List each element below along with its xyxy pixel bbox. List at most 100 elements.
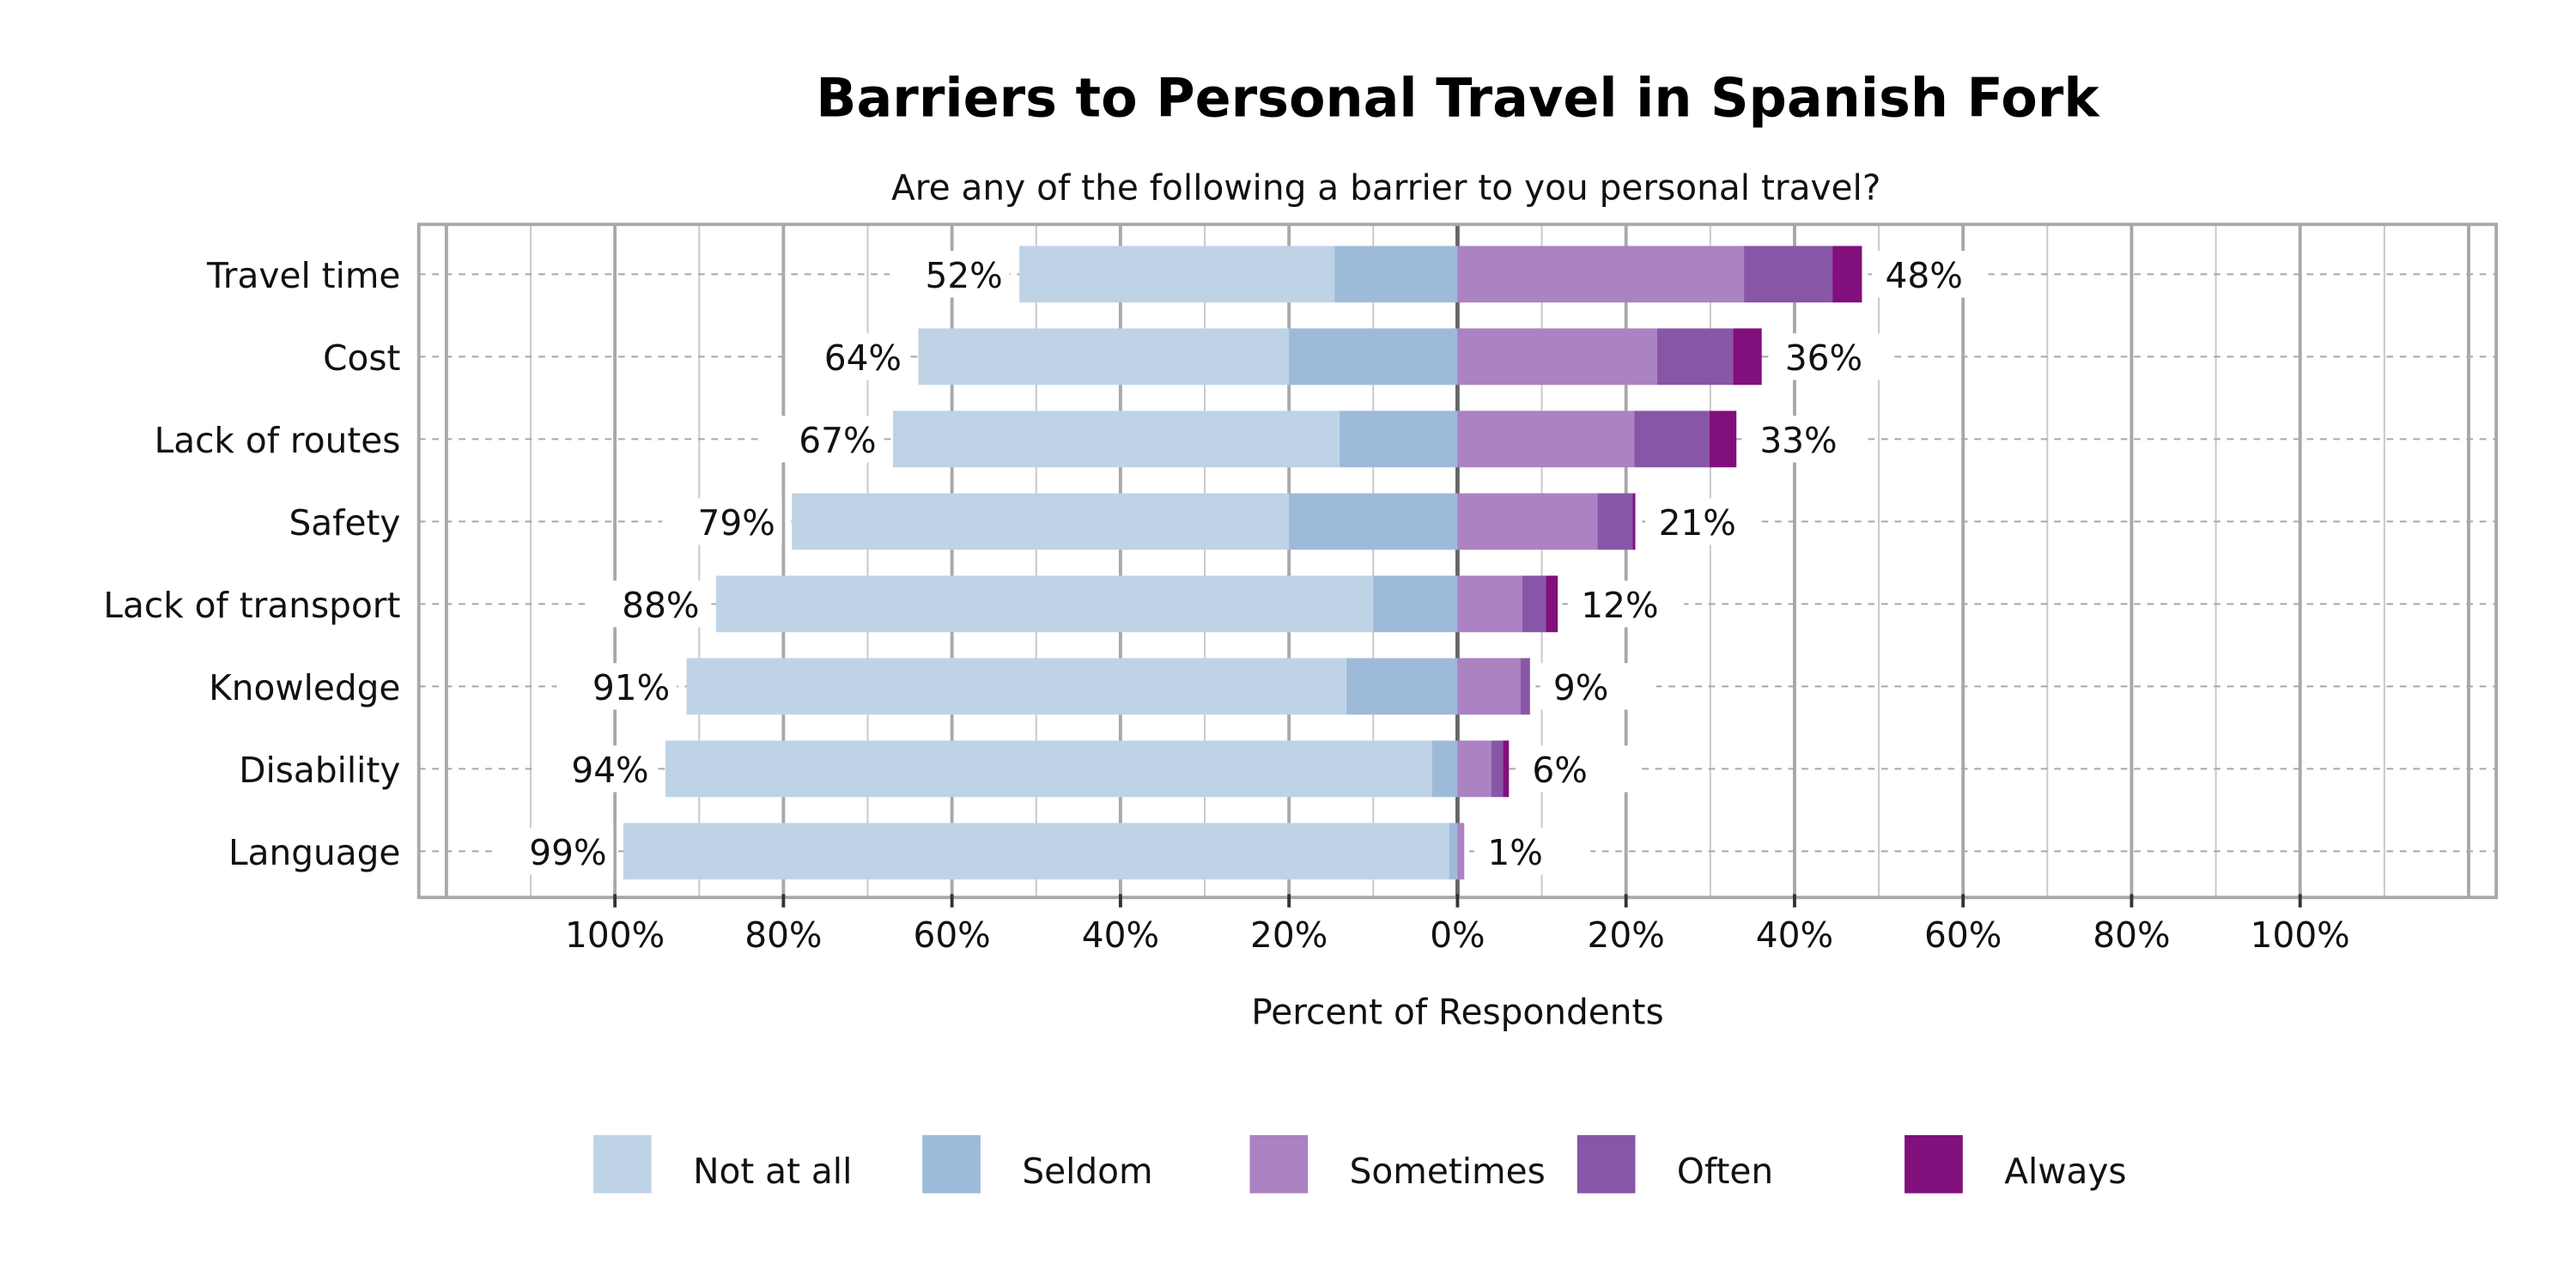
category-row: Language 99% 1% <box>228 823 2497 880</box>
bar-segment-often <box>1521 658 1530 715</box>
label-background <box>1771 333 1888 380</box>
x-tick-label: 100% <box>565 914 665 956</box>
left-total-label: 67% <box>799 420 876 461</box>
bar-segment-not-at-all <box>686 658 1346 715</box>
legend-label: Seldom <box>1022 1151 1152 1192</box>
bar-segment-always <box>1546 575 1558 633</box>
category-row: Travel time 52% 48% <box>206 246 2497 303</box>
label-background <box>556 663 677 710</box>
left-total-label: 64% <box>824 337 902 379</box>
legend-item: Not at all <box>592 1134 852 1194</box>
x-tick-label: 40% <box>1082 914 1159 956</box>
category-label: Knowledge <box>209 667 400 708</box>
bar-segment-seldom <box>1289 493 1458 550</box>
legend-label: Often <box>1677 1151 1773 1192</box>
bar-segment-often <box>1744 246 1833 303</box>
legend-swatch <box>922 1134 981 1194</box>
bar-segment-often <box>1522 575 1546 633</box>
label-background <box>493 828 614 875</box>
category-rows: Travel time 52% 48% Cost 64% 36% Lack of route… <box>103 246 2497 880</box>
right-total-label: 6% <box>1532 750 1587 791</box>
bar-segment-seldom <box>1346 658 1458 715</box>
bar-segment-not-at-all <box>665 740 1432 798</box>
category-label: Disability <box>239 750 400 791</box>
bar-segment-sometimes <box>1457 328 1657 386</box>
label-background <box>1872 251 1989 298</box>
bar-segment-sometimes <box>1457 740 1492 798</box>
legend-label: Sometimes <box>1350 1151 1546 1192</box>
bar-segment-sometimes <box>1457 823 1465 880</box>
legend-label: Not at all <box>693 1151 852 1192</box>
bar-segment-sometimes <box>1457 410 1635 468</box>
legend-swatch <box>1577 1134 1636 1194</box>
legend-label: Always <box>2004 1151 2126 1192</box>
right-total-label: 21% <box>1659 502 1736 544</box>
x-tick-label: 60% <box>913 914 990 956</box>
x-tick-label: 80% <box>2093 914 2170 956</box>
label-background <box>890 251 1010 298</box>
right-total-label: 9% <box>1553 667 1608 708</box>
x-tick-label: 20% <box>1588 914 1665 956</box>
label-background <box>1746 416 1863 463</box>
bar-segment-always <box>1832 246 1862 303</box>
category-row: Lack of routes 67% 33% <box>155 410 2497 468</box>
x-tick-label: 20% <box>1250 914 1327 956</box>
bar-segment-sometimes <box>1457 493 1598 550</box>
bar-segment-seldom <box>1373 575 1458 633</box>
x-axis-ticks: 100% 80% 60% 40% 20% 0% 20% 40% 60% 80% 100% <box>565 894 2350 956</box>
label-background <box>662 498 782 545</box>
category-label: Lack of routes <box>155 420 401 461</box>
legend-swatch <box>592 1134 652 1194</box>
label-background <box>1473 828 1591 875</box>
bar-segment-often <box>1634 410 1710 468</box>
right-total-label: 36% <box>1785 337 1862 379</box>
bar-segment-not-at-all <box>623 823 1449 880</box>
legend-item: Often <box>1577 1134 1773 1194</box>
bar-segment-seldom <box>1449 823 1458 880</box>
label-background <box>1567 580 1685 628</box>
right-total-label: 1% <box>1487 832 1542 873</box>
x-tick-label: 100% <box>2251 914 2350 956</box>
left-total-label: 79% <box>698 502 775 544</box>
bar-segment-often <box>1656 328 1734 386</box>
bar-segment-seldom <box>1431 740 1458 798</box>
legend-item: Sometimes <box>1249 1134 1546 1194</box>
legend-item: Always <box>1905 1134 2127 1194</box>
right-total-label: 48% <box>1886 255 1963 296</box>
category-label: Cost <box>323 337 400 379</box>
category-row: Knowledge 91% 9% <box>209 658 2497 715</box>
bar-segment-seldom <box>1334 246 1458 303</box>
left-total-label: 52% <box>925 255 1002 296</box>
bar-segment-not-at-all <box>792 493 1290 550</box>
label-background <box>586 580 707 628</box>
label-background <box>1518 745 1636 793</box>
bar-segment-often <box>1597 493 1633 550</box>
left-total-label: 94% <box>571 750 648 791</box>
category-label: Safety <box>289 502 400 544</box>
x-tick-label: 60% <box>1924 914 2002 956</box>
bar-segment-always <box>1733 328 1762 386</box>
legend-item: Seldom <box>922 1134 1153 1194</box>
label-background <box>788 333 908 380</box>
x-tick-label: 0% <box>1430 914 1485 956</box>
left-total-label: 99% <box>529 832 606 873</box>
label-background <box>762 416 884 463</box>
bar-segment-sometimes <box>1457 246 1745 303</box>
bar-segment-sometimes <box>1457 575 1522 633</box>
bar-segment-seldom <box>1289 328 1458 386</box>
category-label: Travel time <box>206 255 400 296</box>
bar-segment-always <box>1709 410 1737 468</box>
chart-subtitle: Are any of the following a barrier to yo… <box>891 167 1880 208</box>
label-background <box>1645 498 1762 545</box>
bar-segment-not-at-all <box>715 575 1374 633</box>
bar-segment-not-at-all <box>1019 246 1335 303</box>
right-total-label: 33% <box>1759 420 1837 461</box>
bar-segment-always <box>1632 493 1636 550</box>
x-tick-label: 80% <box>744 914 822 956</box>
bar-segment-seldom <box>1340 410 1458 468</box>
bar-segment-sometimes <box>1457 658 1522 715</box>
legend-swatch <box>1249 1134 1309 1194</box>
bar-segment-often <box>1491 740 1504 798</box>
category-label: Lack of transport <box>103 585 400 626</box>
